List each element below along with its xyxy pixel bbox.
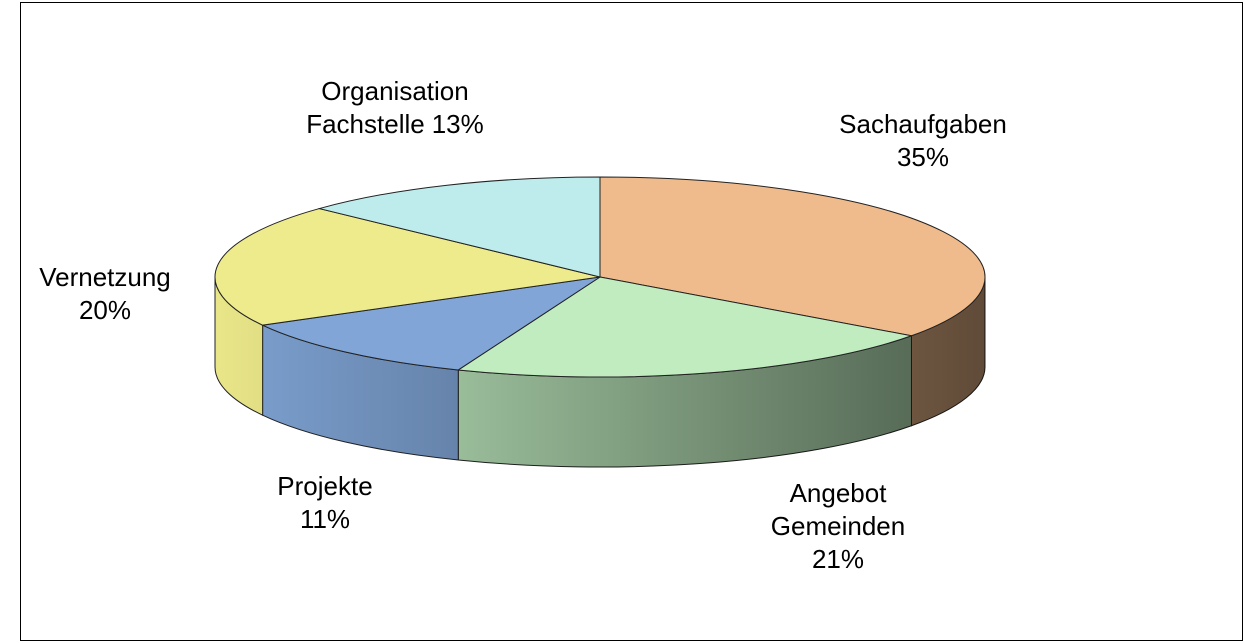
label-name: Angebot: [790, 478, 888, 508]
label-value: 11%: [300, 504, 350, 534]
slice: [260, 276, 601, 371]
slice: [317, 176, 601, 278]
data-label: Angebot Gemeinden 21%: [771, 478, 905, 574]
label-name: Projekte: [277, 471, 372, 501]
label-name: Fachstelle: [306, 109, 425, 139]
slice: [599, 176, 986, 337]
label-name: Organisation: [321, 76, 468, 106]
data-label: Projekte 11%: [277, 471, 372, 534]
label-value: 21%: [812, 544, 864, 574]
slice: [214, 208, 601, 326]
label-name: Gemeinden: [771, 511, 905, 541]
data-label: Organisation Fachstelle 13%: [306, 76, 484, 139]
slice-side-shade: [911, 277, 985, 426]
data-label: Vernetzung 20%: [39, 262, 171, 325]
label-name: Sachaufgaben: [839, 109, 1007, 139]
slice-side-shade: [262, 325, 459, 460]
data-label: Sachaufgaben 35%: [839, 109, 1007, 172]
slice-side-shade: [215, 277, 263, 416]
label-value: 13%: [432, 109, 484, 139]
slice-side-shade: [458, 335, 912, 468]
slice: [456, 276, 914, 378]
label-value: 20%: [79, 295, 131, 325]
label-name: Vernetzung: [39, 262, 171, 292]
label-value: 35%: [897, 142, 949, 172]
